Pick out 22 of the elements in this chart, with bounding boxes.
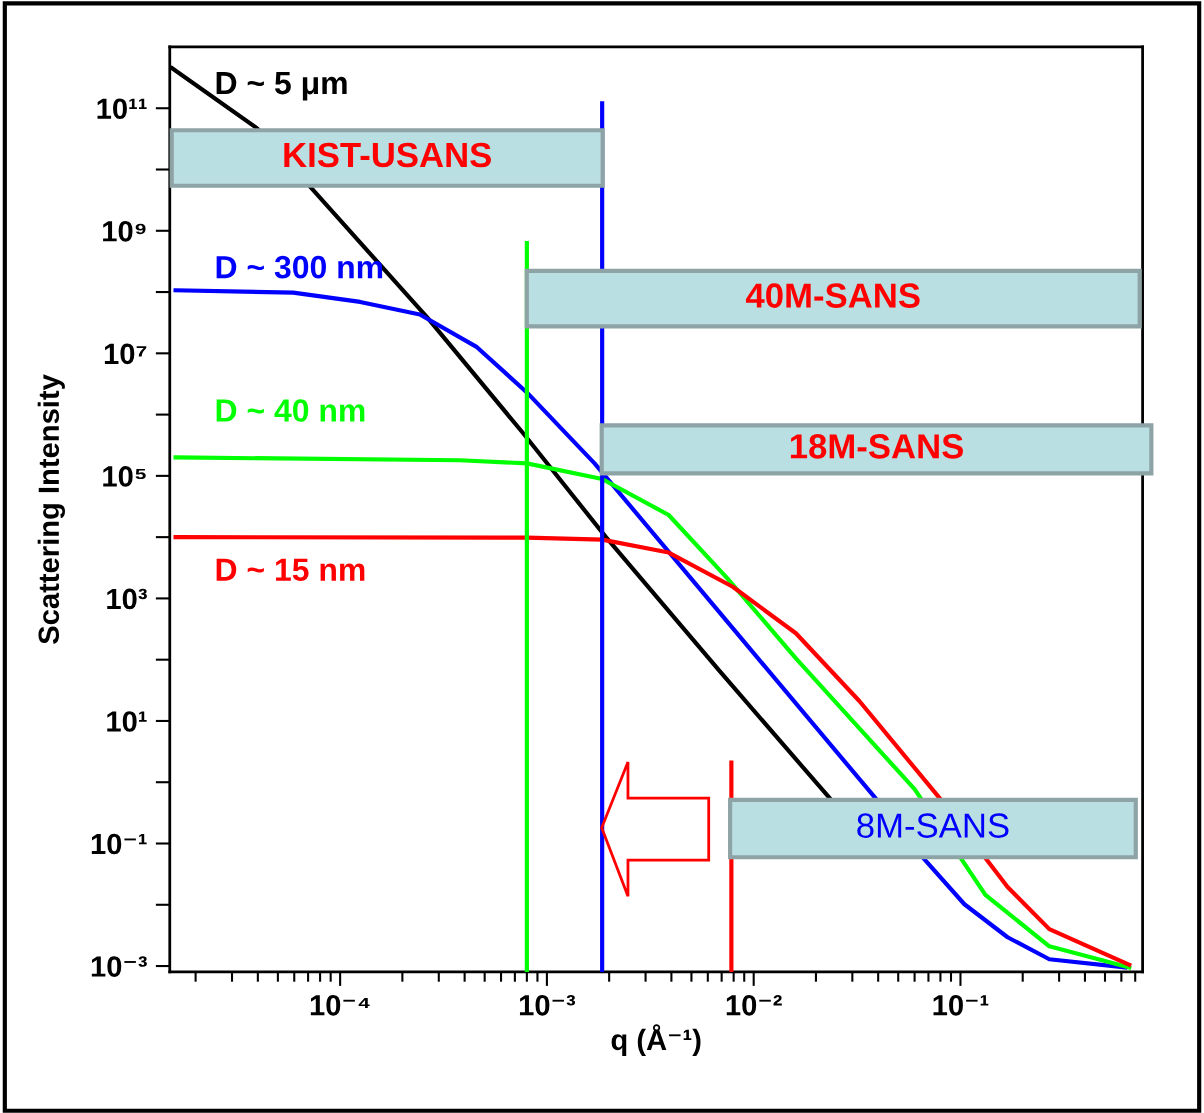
annotation: 8M-SANS [857, 813, 1009, 838]
y-tick-label: 10⁻³ [91, 956, 147, 977]
series-label: D ~ 5 μm [216, 72, 347, 101]
y-tick-label: 10⁻¹ [91, 833, 147, 855]
series-label: D ~ 15 nm [216, 558, 365, 581]
x-tick-label: 10⁻¹ [933, 994, 989, 1016]
annotation: 18M-SANS [790, 434, 963, 459]
series-label: D ~ 300 nm [216, 255, 383, 279]
y-tick-label: 10¹ [107, 711, 147, 732]
y-tick-label: 10¹¹ [97, 98, 147, 120]
x-tick-label: 10⁻² [726, 994, 782, 1016]
y-tick-label: 10⁹ [103, 220, 146, 242]
y-tick-label: 10⁷ [104, 343, 147, 365]
y-tick-label: 10⁵ [103, 466, 146, 487]
y-tick-label: 10³ [107, 588, 147, 610]
x-tick-label: 10⁻⁴ [310, 994, 370, 1016]
series-label: D ~ 40 nm [216, 399, 365, 422]
x-axis-title: q (Å⁻¹) [611, 1024, 701, 1056]
y-axis-title: Scattering Intensity [37, 374, 65, 644]
annotation: KIST-USANS [284, 142, 491, 168]
annotation: 40M-SANS [745, 283, 920, 308]
x-tick-label: 10⁻³ [519, 994, 576, 1016]
